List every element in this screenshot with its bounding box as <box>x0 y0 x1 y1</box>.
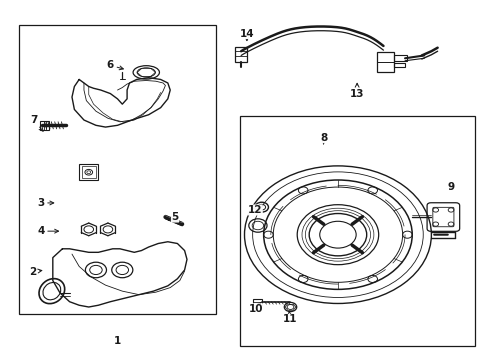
Text: 12: 12 <box>247 205 262 215</box>
Bar <box>234 47 247 62</box>
Text: 5: 5 <box>168 212 178 222</box>
Bar <box>79 164 98 180</box>
Bar <box>252 298 262 305</box>
Bar <box>239 117 473 346</box>
Bar <box>19 25 215 314</box>
Bar <box>81 166 96 178</box>
Text: 1: 1 <box>114 336 121 346</box>
Bar <box>376 52 394 72</box>
Text: 8: 8 <box>319 133 326 144</box>
Text: 6: 6 <box>106 60 123 70</box>
Text: 2: 2 <box>29 267 41 277</box>
Bar <box>40 121 49 130</box>
Bar <box>394 63 404 67</box>
Text: 9: 9 <box>446 182 453 192</box>
Text: 11: 11 <box>282 311 297 324</box>
Text: 3: 3 <box>37 198 54 208</box>
Text: 14: 14 <box>239 28 254 41</box>
Text: 13: 13 <box>349 83 364 99</box>
Bar <box>394 55 407 61</box>
Text: 10: 10 <box>249 303 263 314</box>
Text: 4: 4 <box>37 226 59 236</box>
Text: 7: 7 <box>30 115 43 131</box>
